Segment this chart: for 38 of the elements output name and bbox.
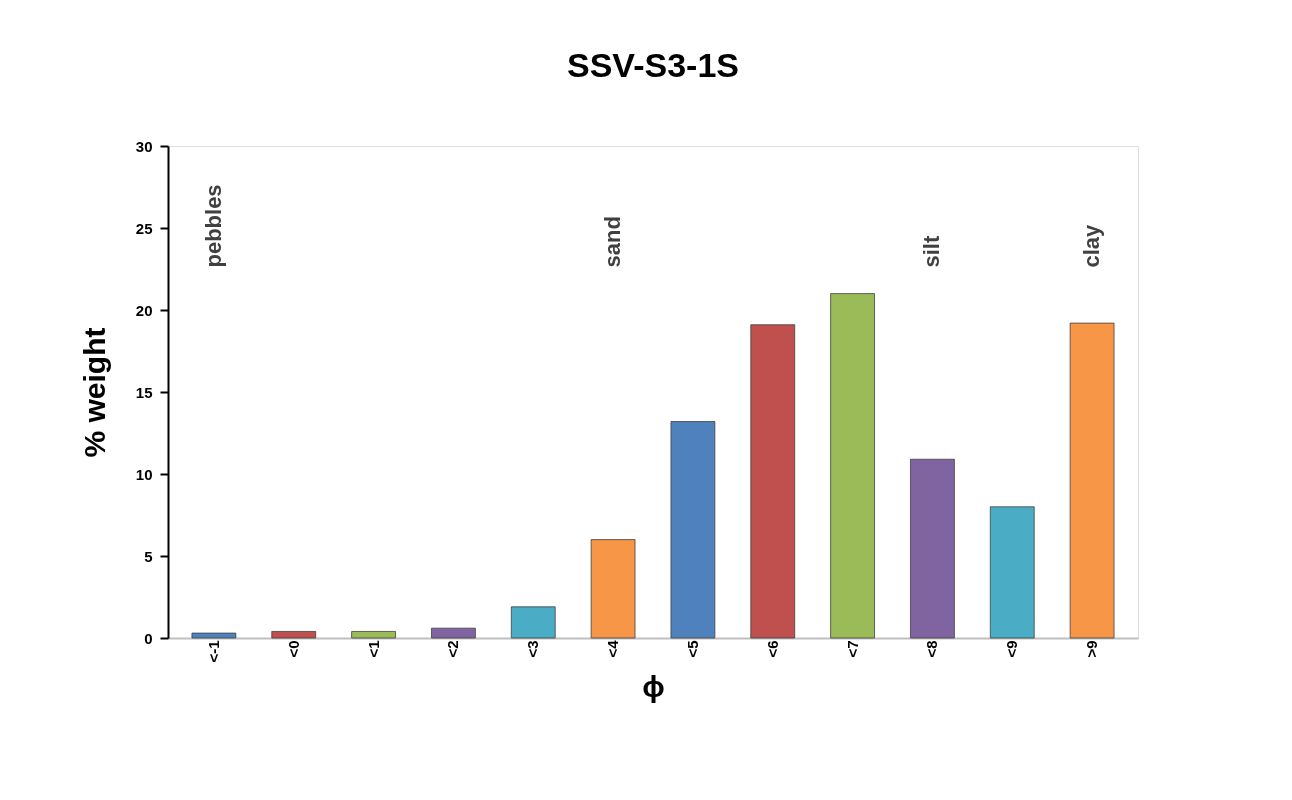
x-tick-label: <6 [763, 640, 781, 658]
annotation: pebbles [200, 184, 226, 268]
bar [989, 506, 1035, 639]
y-tick-label: 10 [135, 465, 153, 483]
y-tick-label: 30 [135, 137, 153, 155]
y-tick-label: 20 [135, 301, 153, 319]
y-tick-label: 15 [135, 383, 153, 401]
x-tick-label: <2 [444, 640, 462, 658]
bar [510, 606, 556, 639]
x-tick-label: <1 [364, 640, 382, 658]
x-tick-label: <4 [604, 639, 622, 658]
y-axis-title: % weight [77, 327, 111, 458]
bar [590, 539, 636, 639]
annotation: clay [1079, 223, 1105, 268]
bar [910, 458, 955, 639]
bar [1069, 322, 1115, 639]
chart-title: SSV-S3-1S [567, 46, 739, 84]
x-tick-label: <5 [683, 640, 701, 658]
bar [431, 627, 476, 639]
x-tick-label: <0 [284, 640, 302, 658]
bar [191, 632, 237, 639]
y-tick-label: 5 [144, 547, 153, 565]
y-tick-label: 0 [144, 629, 153, 647]
x-tick-label: <-1 [204, 640, 222, 663]
bar [750, 324, 796, 639]
x-tick-label: <7 [843, 640, 861, 658]
x-axis-title: ϕ [642, 669, 665, 703]
annotation: silt [919, 235, 945, 268]
bar [670, 421, 716, 639]
bar [271, 631, 317, 639]
y-tick-label: 25 [135, 219, 153, 237]
annotation: sand [600, 216, 626, 268]
x-tick-label: <8 [923, 640, 941, 658]
x-tick-label: <3 [524, 640, 542, 658]
x-tick-label: <9 [1003, 640, 1021, 658]
x-tick-label: >9 [1083, 640, 1101, 658]
bar [351, 631, 396, 639]
bar [830, 293, 875, 639]
